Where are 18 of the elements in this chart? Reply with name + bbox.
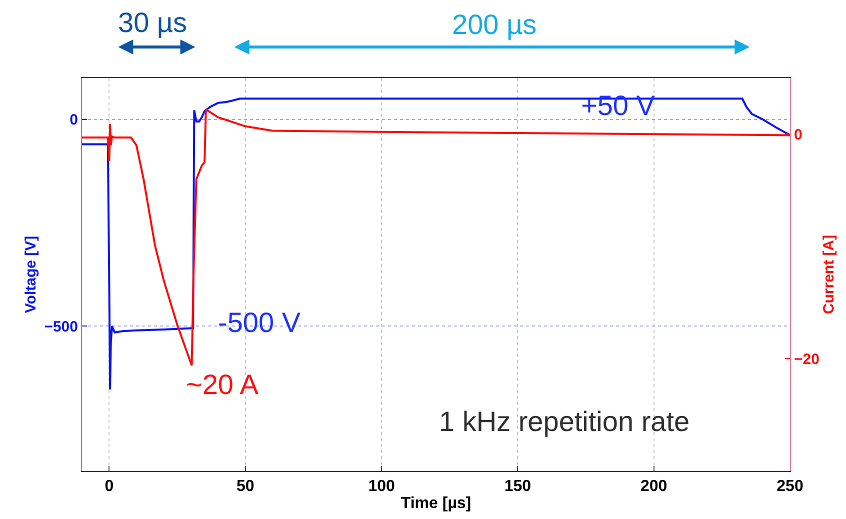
x-tick-label: 0 [104, 478, 114, 496]
x-tick-label: 150 [504, 478, 532, 496]
x-axis-title: Time [µs] [400, 494, 472, 512]
y-tick-label: −500 [44, 318, 78, 336]
text: 30 µs [118, 7, 188, 38]
annotation: 1 kHz repetition rate [439, 406, 690, 437]
x-tick-label: 250 [776, 478, 804, 496]
y2-tick-label: 0 [794, 126, 802, 144]
x-tick-label: 100 [368, 478, 395, 496]
annotation: -500 V [218, 307, 301, 338]
x-tick-label: 50 [236, 478, 254, 496]
y-axis-title: Voltage [V] [22, 236, 40, 314]
annotation: +50 V [581, 90, 656, 121]
text: 200 µs [452, 9, 537, 40]
y2-axis-title: Current [A] [820, 234, 838, 314]
annotation: ~20 A [186, 369, 259, 400]
x-tick-label: 200 [640, 478, 668, 496]
y2-tick-label: −20 [794, 350, 820, 368]
